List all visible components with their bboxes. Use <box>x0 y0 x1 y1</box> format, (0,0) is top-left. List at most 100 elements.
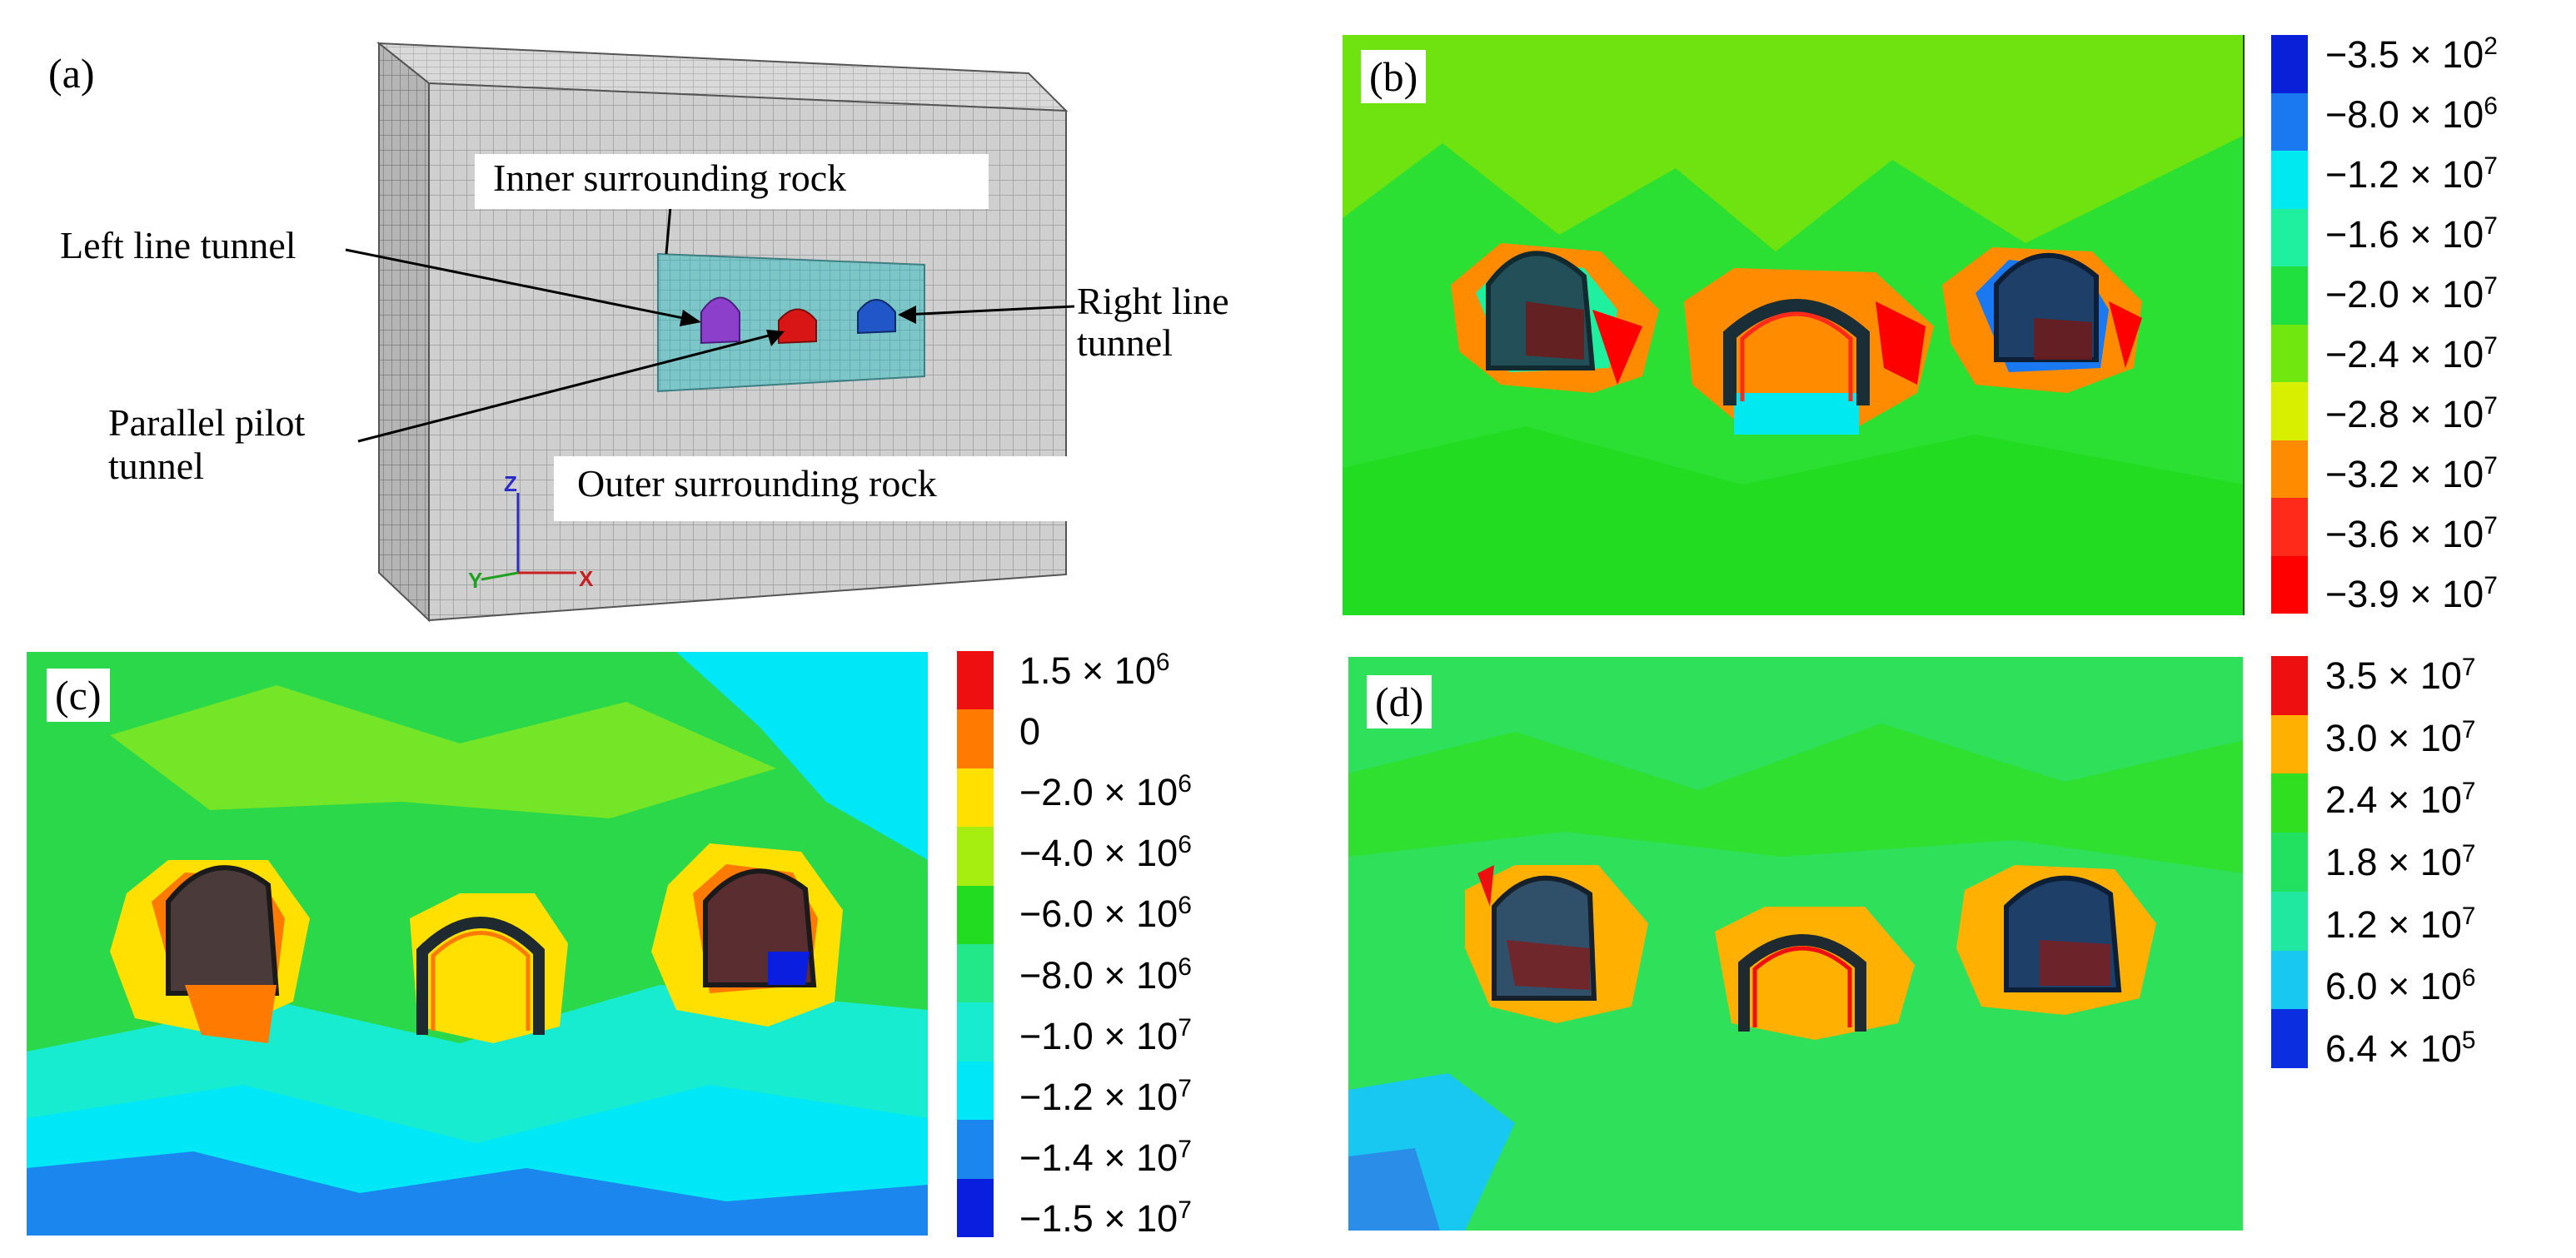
legend-d-mantissa: 2.4 × 10 <box>2325 778 2462 822</box>
legend-b-mantissa: −2.0 × 10 <box>2325 273 2484 316</box>
contour-plot-d <box>1348 657 2243 1231</box>
legend-b-exponent: 7 <box>2484 152 2498 180</box>
legend-d-exponent: 7 <box>2461 715 2476 743</box>
left-tunnel-shape <box>700 296 740 345</box>
contour-plot-c <box>27 652 928 1236</box>
colorbar-c-swatch <box>957 1178 994 1238</box>
legend-d-label: 1.2 × 107 <box>2325 903 2476 947</box>
legend-c-label: −6.0 × 106 <box>1019 893 1192 936</box>
legend-d-label: 3.5 × 107 <box>2325 654 2476 698</box>
panel-a: (a) Inner surrounding rock Left line tun… <box>0 0 1299 633</box>
legend-d-label: 1.8 × 107 <box>2325 841 2476 884</box>
legend-c-mantissa: −1.0 × 10 <box>1019 1014 1178 1057</box>
colorbar-d-swatch <box>2271 950 2308 1010</box>
legend-c-mantissa: −4.0 × 10 <box>1019 832 1178 875</box>
colorbar-b-swatch <box>2271 555 2308 614</box>
colorbar-d-swatch <box>2271 656 2308 715</box>
colorbar-c-swatch <box>957 709 994 768</box>
legend-b-mantissa: −3.5 × 10 <box>2325 33 2484 76</box>
legend-d-exponent: 7 <box>2461 902 2476 930</box>
label-outer-rock: Outer surrounding rock <box>554 456 1077 521</box>
colorbar-c <box>957 651 994 1238</box>
axis-label-y: Y <box>468 568 483 593</box>
legend-c-exponent: 6 <box>1178 770 1192 798</box>
colorbar-b-swatch <box>2271 440 2308 498</box>
colorbar-c-swatch <box>957 1002 994 1062</box>
legend-d-label: 6.0 × 106 <box>2325 965 2476 1008</box>
colorbar-b-swatch <box>2271 208 2308 266</box>
colorbar-b-swatch <box>2271 324 2308 382</box>
legend-d-exponent: 7 <box>2461 778 2476 806</box>
legend-b-mantissa: −2.4 × 10 <box>2325 333 2484 375</box>
panel-b: (b) <box>1343 35 2245 615</box>
legend-b-mantissa: −3.2 × 10 <box>2325 453 2484 495</box>
legend-d-mantissa: 6.4 × 10 <box>2325 1027 2462 1070</box>
legend-d-exponent: 5 <box>2461 1026 2476 1054</box>
legend-b-label: −1.6 × 107 <box>2325 213 2498 256</box>
legend-d-mantissa: 1.8 × 10 <box>2325 840 2462 883</box>
legend-d-exponent: 6 <box>2461 964 2476 992</box>
legend-b-label: −3.9 × 107 <box>2325 573 2498 616</box>
panel-d: (d) <box>1348 657 2243 1231</box>
legend-c-exponent: 7 <box>1178 1196 1192 1224</box>
legend-b-label: −3.5 × 102 <box>2325 33 2498 77</box>
axis-label-x: X <box>579 566 594 591</box>
panel-tag-d: (d) <box>1367 675 1432 728</box>
colorbar-c-swatch <box>957 885 994 945</box>
model-side-face <box>378 41 430 623</box>
colorbar-c-swatch <box>957 651 994 710</box>
legend-b-exponent: 7 <box>2484 272 2498 300</box>
legend-b-exponent: 2 <box>2484 32 2498 60</box>
legend-c-mantissa: −1.4 × 10 <box>1019 1136 1178 1179</box>
legend-c-mantissa: −2.0 × 10 <box>1019 771 1178 814</box>
legend-d-mantissa: 3.0 × 10 <box>2325 716 2462 759</box>
contour-plot-b <box>1343 35 2245 615</box>
legend-b-mantissa: −2.8 × 10 <box>2325 393 2484 435</box>
colorbar-d-swatch <box>2271 773 2308 833</box>
legend-b-mantissa: −1.6 × 10 <box>2325 213 2484 256</box>
colorbar-c-swatch <box>957 944 994 1003</box>
legend-c-label: −1.0 × 107 <box>1019 1015 1192 1058</box>
legend-b-label: −2.4 × 107 <box>2325 333 2498 376</box>
legend-b-label: −3.6 × 107 <box>2325 513 2498 556</box>
legend-c-exponent: 6 <box>1178 952 1192 981</box>
legend-b-mantissa: −3.6 × 10 <box>2325 513 2484 555</box>
legend-c-mantissa: −1.2 × 10 <box>1019 1075 1178 1118</box>
colorbar-c-swatch <box>957 1061 994 1121</box>
legend-b-exponent: 7 <box>2484 332 2498 360</box>
legend-c-mantissa: 1.5 × 10 <box>1019 649 1156 692</box>
legend-b-exponent: 7 <box>2484 212 2498 240</box>
panel-tag-a: (a) <box>48 50 95 97</box>
legend-c-label: 0 <box>1019 710 1192 753</box>
legend-b-mantissa: −1.2 × 10 <box>2325 153 2484 196</box>
panel-tag-c: (c) <box>47 669 110 722</box>
colorbar-b-swatch <box>2271 266 2308 325</box>
legend-c-exponent: 7 <box>1178 1013 1192 1042</box>
legend-b-exponent: 6 <box>2484 92 2498 120</box>
colorbar-d <box>2271 656 2308 1069</box>
legend-b-label: −2.8 × 107 <box>2325 393 2498 436</box>
legend-b-mantissa: −8.0 × 10 <box>2325 93 2484 136</box>
legend-c-label: −4.0 × 106 <box>1019 832 1192 875</box>
legend-c-label: −1.4 × 107 <box>1019 1136 1192 1180</box>
colorbar-d-swatch <box>2271 1009 2308 1069</box>
legend-c-mantissa: −1.5 × 10 <box>1019 1196 1178 1240</box>
legend-b-label: −3.2 × 107 <box>2325 453 2498 496</box>
legend-c-exponent: 7 <box>1178 1135 1192 1163</box>
legend-labels-b: −3.5 × 102 −8.0 × 106 −1.2 × 107 −1.6 × 107… <box>2325 33 2498 616</box>
legend-b-exponent: 7 <box>2484 452 2498 480</box>
legend-c-label: −8.0 × 106 <box>1019 954 1192 997</box>
colorbar-b-swatch <box>2271 35 2308 93</box>
legend-d-mantissa: 6.0 × 10 <box>2325 965 2462 1008</box>
legend-d-mantissa: 1.2 × 10 <box>2325 902 2462 946</box>
label-left-tunnel: Left line tunnel <box>60 224 296 266</box>
colorbar-d-swatch <box>2271 714 2308 774</box>
legend-c-label: 1.5 × 106 <box>1019 649 1192 693</box>
legend-d-label: 3.0 × 107 <box>2325 717 2476 760</box>
colorbar-b-swatch <box>2271 382 2308 440</box>
legend-c-label: −2.0 × 106 <box>1019 771 1192 814</box>
colorbar-d-swatch <box>2271 833 2308 892</box>
axis-label-z: Z <box>504 471 517 496</box>
legend-b-label: −1.2 × 107 <box>2325 153 2498 196</box>
legend-labels-d: 3.5 × 107 3.0 × 107 2.4 × 107 1.8 × 107 1.2 … <box>2325 654 2476 1071</box>
